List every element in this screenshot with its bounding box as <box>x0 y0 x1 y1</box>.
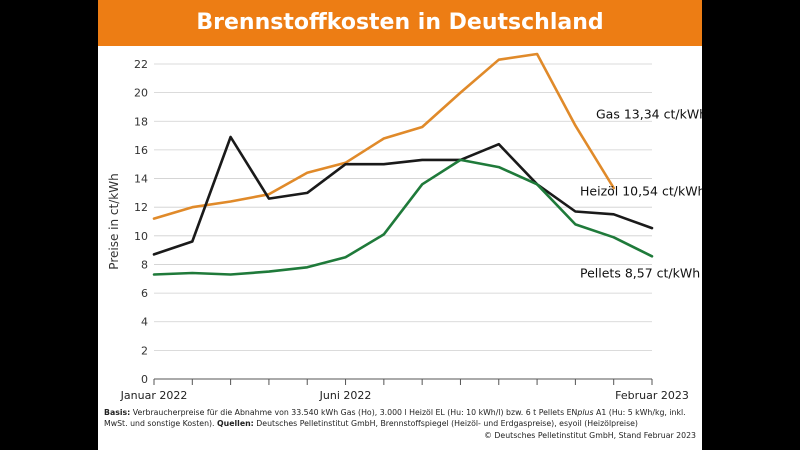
x-tick-label: Januar 2022 <box>120 389 188 402</box>
series-value-label: 8,57 ct/kWh <box>625 265 700 280</box>
y-tick-label: 2 <box>141 344 148 357</box>
y-tick-label: 6 <box>141 287 148 300</box>
left-letterbox <box>0 0 98 450</box>
series-line-gas <box>152 52 616 220</box>
chart-title: Brennstoffkosten in Deutschland <box>98 0 702 46</box>
basis-label: Basis: <box>104 408 131 417</box>
series-label-gas: Gas 13,34 ct/kWh <box>596 106 702 121</box>
chart-plot: 0 2 4 6 8 10 12 14 16 18 20 22 Januar 2022 Juni 2022 F… <box>107 52 702 402</box>
chart-card: Brennstoffkosten in Deutschland 0 2 4 6 8 10 1… <box>98 0 702 450</box>
credit-line: © Deutsches Pelletinstitut GmbH, Stand F… <box>484 431 696 440</box>
y-tick-label: 16 <box>134 144 148 157</box>
y-tick-label: 18 <box>134 115 148 128</box>
y-axis-label: Preise in ct/kWh <box>107 173 121 269</box>
series-label-heizl: Heizöl 10,54 ct/kWh <box>580 184 702 199</box>
series-value-label: 10,54 ct/kWh <box>622 184 702 199</box>
series-name: Pellets <box>580 265 625 280</box>
x-tick-label: Juni 2022 <box>319 389 372 402</box>
basis-text: Verbraucherpreise für die Abnahme von 33… <box>130 408 578 417</box>
series-label-pellets: Pellets 8,57 ct/kWh <box>580 265 700 280</box>
y-tick-label: 22 <box>134 58 148 71</box>
series-line-pellets <box>152 158 654 276</box>
y-tick-label: 14 <box>134 173 148 186</box>
y-tick-label: 10 <box>134 230 148 243</box>
sources-label: Quellen: <box>217 418 254 428</box>
y-tick-label: 20 <box>134 87 148 100</box>
y-tick-label: 4 <box>141 316 148 329</box>
x-tick-label: Februar 2023 <box>615 389 689 402</box>
basis-text-2: A1 (Hu: 5 kWh/kg, inkl. MwSt. und sonsti… <box>104 408 686 428</box>
sources-text: Deutsches Pelletinstitut GmbH, Brennstof… <box>253 418 638 428</box>
series-name: Gas <box>596 106 624 121</box>
series-line-heizl <box>152 135 654 256</box>
y-tick-label: 8 <box>141 258 148 271</box>
series-name: Heizöl <box>580 184 622 199</box>
series-value-label: 13,34 ct/kWh <box>624 106 702 121</box>
y-tick-label: 12 <box>134 201 148 214</box>
y-tick-label: 0 <box>141 373 148 386</box>
chart-footnote: Basis: Verbraucherpreise für die Abnahme… <box>104 408 696 429</box>
basis-italic: plus <box>577 408 594 417</box>
right-letterbox <box>702 0 800 450</box>
